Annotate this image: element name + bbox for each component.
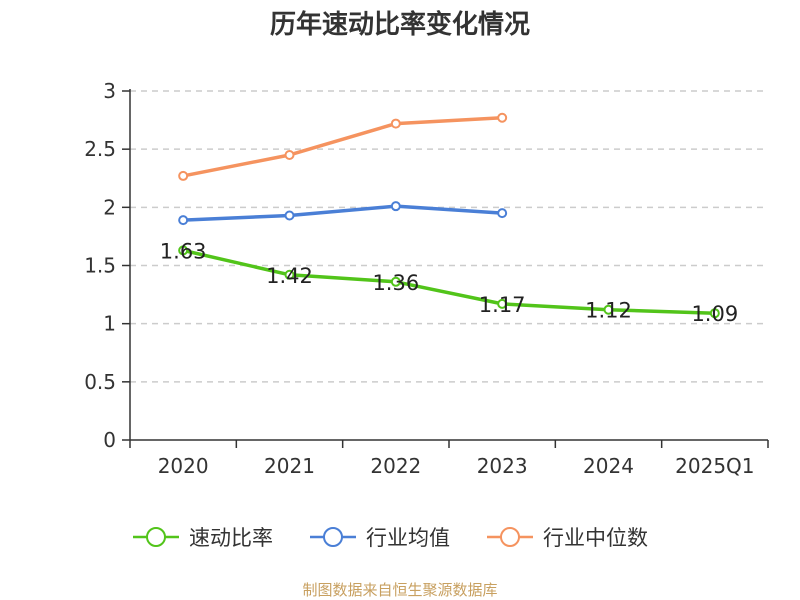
x-tick-label: 2023	[477, 454, 528, 478]
y-tick-label: 3	[103, 79, 116, 103]
data-point[interactable]	[284, 269, 295, 280]
data-point[interactable]	[497, 112, 508, 123]
legend-item-0[interactable]: 速动比率	[133, 526, 273, 550]
series-group: 1.63 1.42 1.36 1.17 1.12 1.09	[160, 112, 738, 326]
source-note: 制图数据来自恒生聚源数据库	[302, 581, 497, 599]
x-tick-label: 2022	[370, 454, 421, 478]
y-tick-label: 1	[103, 312, 116, 336]
data-point[interactable]	[178, 215, 189, 226]
legend-marker	[323, 527, 343, 547]
data-label: 1.17	[479, 293, 526, 317]
data-label: 1.63	[160, 239, 207, 263]
data-label: 1.09	[691, 302, 738, 326]
data-point[interactable]	[390, 276, 401, 287]
data-point[interactable]	[603, 304, 614, 315]
data-label: 1.12	[585, 299, 632, 323]
x-tick-label: 2021	[264, 454, 315, 478]
y-tick-label: 0.5	[84, 370, 116, 394]
axes: 0 0.5 1 1.5 2 2.5 3 2020 2021 2022 2023 2024 2025Q1	[84, 79, 769, 478]
data-point[interactable]	[709, 308, 720, 319]
grid-lines	[130, 90, 768, 383]
legend-item-1[interactable]: 行业均值	[310, 526, 450, 550]
data-label: 1.42	[266, 264, 313, 288]
legend-item-2[interactable]: 行业中位数	[487, 526, 648, 550]
legend-label: 行业均值	[366, 526, 450, 550]
data-point[interactable]	[497, 208, 508, 219]
chart-title: 历年速动比率变化情况	[270, 9, 530, 40]
legend-label: 行业中位数	[543, 526, 648, 550]
y-tick-label: 2	[103, 195, 116, 219]
data-point[interactable]	[284, 149, 295, 160]
legend[interactable]: 速动比率 行业均值 行业中位数	[133, 526, 648, 550]
y-tick-label: 0	[103, 428, 116, 452]
data-point[interactable]	[497, 298, 508, 309]
legend-marker	[500, 527, 520, 547]
data-label: 1.36	[372, 271, 419, 295]
data-point[interactable]	[390, 201, 401, 212]
data-point[interactable]	[178, 245, 189, 256]
y-tick-label: 1.5	[84, 254, 116, 278]
data-point[interactable]	[284, 210, 295, 221]
series-line-0	[182, 248, 715, 315]
x-tick-label: 2024	[583, 454, 634, 478]
y-tick-label: 2.5	[84, 137, 116, 161]
series-line-1	[183, 204, 503, 222]
legend-label: 速动比率	[189, 526, 273, 550]
data-point[interactable]	[390, 118, 401, 129]
x-tick-label: 2025Q1	[675, 454, 754, 478]
x-tick-label: 2020	[158, 454, 209, 478]
data-point[interactable]	[178, 170, 189, 181]
series-line-2	[182, 116, 503, 178]
legend-marker	[146, 527, 166, 547]
